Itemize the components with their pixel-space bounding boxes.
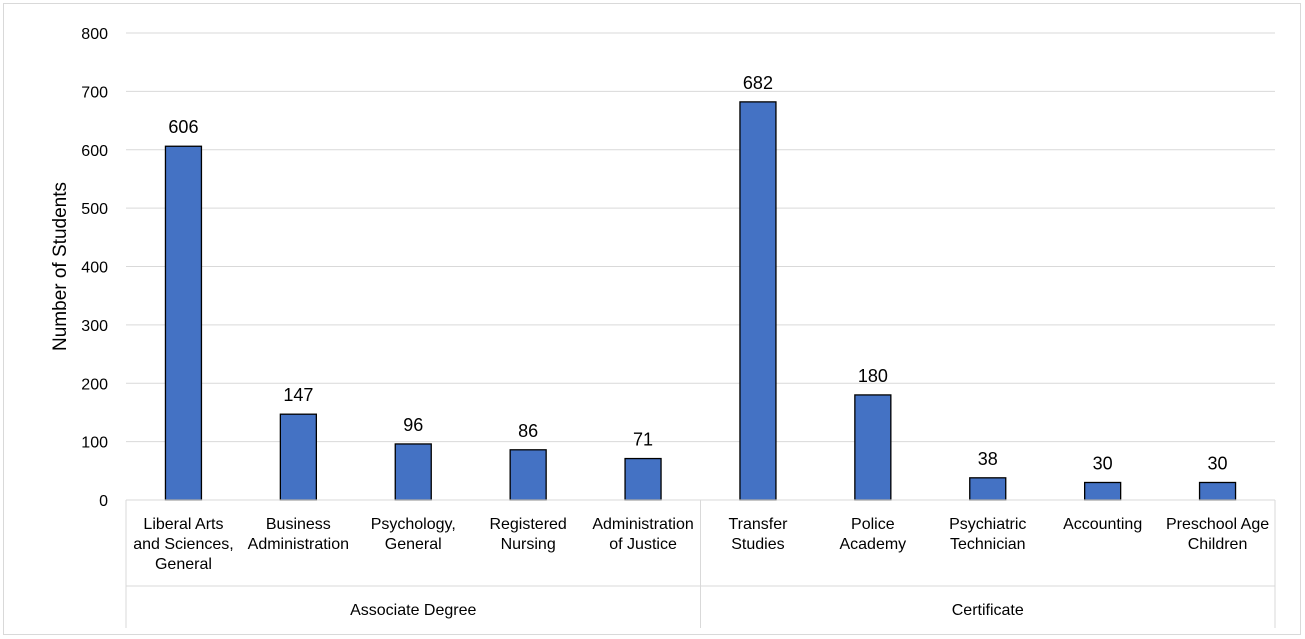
bar (164, 145, 203, 501)
y-tick-label: 0 (99, 493, 108, 510)
x-category-label: and Sciences, (133, 536, 234, 553)
y-tick-label: 100 (81, 435, 108, 452)
y-axis-title: Number of Students (50, 182, 71, 351)
bar (854, 394, 892, 501)
y-tick-label: 700 (81, 84, 108, 101)
data-label: 30 (1093, 453, 1113, 473)
data-label: 606 (168, 117, 198, 137)
x-category-label: Liberal Arts (143, 516, 223, 533)
x-category-label: Business (266, 516, 331, 533)
x-category-label: Registered (489, 516, 566, 533)
data-label: 86 (518, 421, 538, 441)
y-tick-label: 600 (81, 143, 108, 160)
x-category-label: Psychology, (371, 516, 456, 533)
bar (279, 413, 318, 501)
x-category-label: Administration (248, 536, 349, 553)
x-category-label: Nursing (501, 536, 556, 553)
x-category-label: Administration (592, 516, 693, 533)
x-category-label: of Justice (609, 536, 677, 553)
bar (969, 477, 1007, 501)
x-category-label: Psychiatric (949, 516, 1026, 533)
x-category-label: Studies (731, 536, 784, 553)
bar (509, 449, 547, 501)
data-label: 180 (858, 366, 888, 386)
x-category-label: Preschool Age (1166, 516, 1269, 533)
x-category-label: Academy (839, 536, 906, 553)
y-tick-label: 400 (81, 260, 108, 277)
bar (624, 457, 662, 501)
data-label: 38 (978, 449, 998, 469)
data-label: 147 (283, 385, 313, 405)
x-category-label: Technician (950, 536, 1026, 553)
x-category-label: Police (851, 516, 895, 533)
group-label: Associate Degree (350, 602, 476, 619)
bar (739, 101, 777, 501)
group-label: Certificate (952, 602, 1024, 619)
data-label: 71 (633, 430, 653, 450)
y-tick-label: 800 (81, 26, 108, 43)
chart-frame (3, 3, 1301, 635)
y-tick-label: 300 (81, 318, 108, 335)
x-category-label: Transfer (728, 516, 788, 533)
x-category-label: General (385, 536, 442, 553)
y-tick-label: 500 (81, 201, 108, 218)
data-label: 682 (743, 73, 773, 93)
y-tick-label: 200 (81, 376, 108, 393)
bar (1084, 481, 1122, 501)
x-category-label: General (155, 556, 212, 573)
data-label: 96 (403, 415, 423, 435)
data-label: 30 (1208, 453, 1228, 473)
x-category-label: Children (1188, 536, 1248, 553)
x-category-label: Accounting (1063, 516, 1142, 533)
bar (394, 443, 432, 501)
bar (1198, 481, 1237, 501)
